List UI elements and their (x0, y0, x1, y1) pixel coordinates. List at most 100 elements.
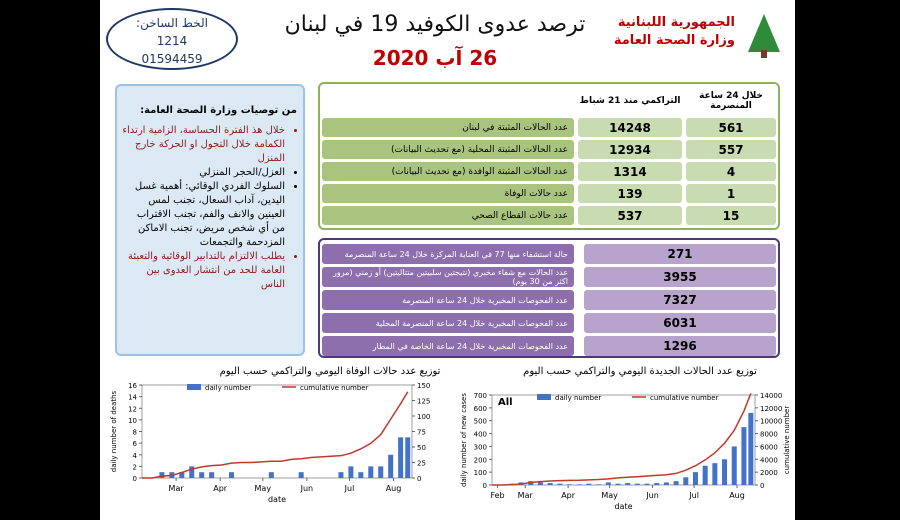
row-label: عدد الحالات المثبتة في لبنان (322, 118, 574, 137)
hotline-number: 01594459 (141, 52, 203, 66)
x-tick-label: May (601, 491, 618, 500)
y-tick-label: 100 (474, 469, 487, 477)
row-label: عدد الفحوصات المخبرية خلال 24 ساعة المنص… (322, 313, 574, 333)
daily-bar (358, 472, 364, 478)
y2-tick-label: 8000 (760, 431, 778, 439)
rec-item: خلال هذ الفترة الحساسة، الزامية ارتداء ا… (121, 124, 285, 166)
daily-bar (298, 472, 304, 478)
y2-tick-label: 0 (760, 482, 764, 490)
y2-tick-label: 12000 (760, 405, 782, 413)
y2-tick-label: 50 (417, 444, 426, 452)
y-tick-label: 500 (474, 418, 487, 426)
y-tick-label: 6 (133, 440, 138, 448)
daily-bar (673, 481, 679, 485)
legend-label: daily number (555, 394, 601, 402)
y2-tick-label: 10000 (760, 418, 782, 426)
y-tick-label: 0 (133, 475, 137, 483)
daily-bar (625, 483, 631, 485)
daily-bar (748, 412, 754, 485)
row-value: 1296 (584, 336, 776, 356)
y-tick-label: 14 (128, 394, 137, 402)
chart-title: توزيع عدد حالات الوفاة اليومي والتراكمي … (220, 366, 441, 377)
annotation: All (498, 397, 513, 408)
daily-bar (209, 472, 215, 478)
y-axis-label: daily number of deaths (110, 390, 118, 472)
legend-swatch (537, 394, 551, 400)
daily-bar (692, 472, 698, 485)
y2-tick-label: 2000 (760, 469, 778, 477)
row-label: عدد حالات القطاع الصحي (322, 206, 574, 225)
daily-value: 561 (686, 118, 776, 137)
row-value: 271 (584, 244, 776, 264)
daily-bar (537, 482, 543, 485)
daily-bar (634, 483, 640, 485)
title: ترصد عدوى الكوفيد 19 في لبنان (284, 12, 586, 37)
x-axis-label: date (268, 495, 286, 504)
y2-tick-label: 14000 (760, 392, 782, 400)
column-header: خلال 24 ساعة المنصرمة (699, 91, 763, 111)
y2-tick-label: 150 (417, 382, 430, 390)
rec-item: يطلب الالتزام بالتدابير الوقائية والتعبئ… (121, 250, 285, 292)
x-tick-label: Apr (561, 491, 576, 500)
legend-label: daily number (205, 384, 251, 392)
y2-tick-label: 125 (417, 398, 430, 406)
row-label: عدد الحالات المثبتة الوافدة (مع تحديث ال… (322, 162, 574, 181)
daily-bar (605, 482, 611, 485)
slide: الخط الساخن: 1214 01594459 ترصد عدوى الك… (100, 0, 795, 520)
daily-bar (683, 477, 689, 485)
daily-bar (596, 484, 602, 485)
row-label: عدد الحالات مع شفاء مخبري (نتيجتين سلبيت… (322, 267, 574, 287)
daily-bar (388, 454, 394, 478)
daily-bar (405, 437, 411, 478)
cumulative-value: 14248 (578, 118, 682, 137)
row-value: 6031 (584, 313, 776, 333)
cumulative-value: 12934 (578, 140, 682, 159)
y-tick-label: 200 (474, 456, 487, 464)
rec-item: العزل/الحجر المنزلي (121, 166, 285, 180)
rec-title: من توصيات وزارة الصحة العامة: (140, 105, 297, 116)
y2-tick-label: 100 (417, 413, 430, 421)
x-tick-label: Aug (386, 484, 402, 493)
x-tick-label: Jun (300, 484, 314, 493)
y-tick-label: 10 (128, 417, 137, 425)
y2-tick-label: 6000 (760, 443, 778, 451)
y-tick-label: 4 (133, 452, 138, 460)
daily-value: 15 (686, 206, 776, 225)
y2-tick-label: 75 (417, 429, 426, 437)
daily-bar (378, 466, 384, 478)
y-tick-label: 400 (474, 431, 487, 439)
logo-text: الجمهورية اللبنانية وزارة الصحة العامة (605, 14, 735, 50)
daily-bar (644, 483, 650, 485)
legend-label: cumulative number (650, 394, 719, 402)
daily-bar (268, 472, 274, 478)
chart-title: توزيع عدد الحالات الجديدة اليومي والتراك… (523, 366, 757, 377)
cumulative-value: 1314 (578, 162, 682, 181)
recommendations: من توصيات وزارة الصحة العامة: خلال هذ ال… (115, 84, 305, 356)
x-tick-label: Jun (645, 491, 659, 500)
daily-bar (576, 484, 582, 485)
daily-bar (557, 483, 563, 485)
daily-bar (189, 466, 195, 478)
y-tick-label: 12 (128, 405, 137, 413)
table-cases: التراكمي منذ 21 شباط خلال 24 ساعة المنصرم… (318, 82, 780, 230)
y-tick-label: 700 (474, 392, 487, 400)
x-axis-label: date (614, 502, 632, 511)
y-tick-label: 0 (483, 482, 487, 490)
row-label: عدد الفحوصات المخبرية خلال 24 ساعة المنص… (322, 290, 574, 310)
cedar-logo (748, 14, 780, 58)
x-tick-label: Jul (688, 491, 699, 500)
y-tick-label: 600 (474, 405, 487, 413)
cumulative-line (491, 393, 752, 486)
plot-frame (141, 384, 413, 479)
daily-bar (199, 472, 205, 478)
y-tick-label: 8 (133, 429, 137, 437)
daily-bar (368, 466, 374, 478)
daily-bar (702, 465, 708, 485)
daily-bar (179, 472, 185, 478)
x-tick-label: Apr (213, 484, 228, 493)
daily-bar (586, 483, 592, 485)
row-label: عدد الفحوصات المخبرية خلال 24 ساعة الخاص… (322, 336, 574, 356)
daily-bar (663, 482, 669, 485)
daily-bar (229, 472, 235, 478)
cumulative-value: 139 (578, 184, 682, 203)
